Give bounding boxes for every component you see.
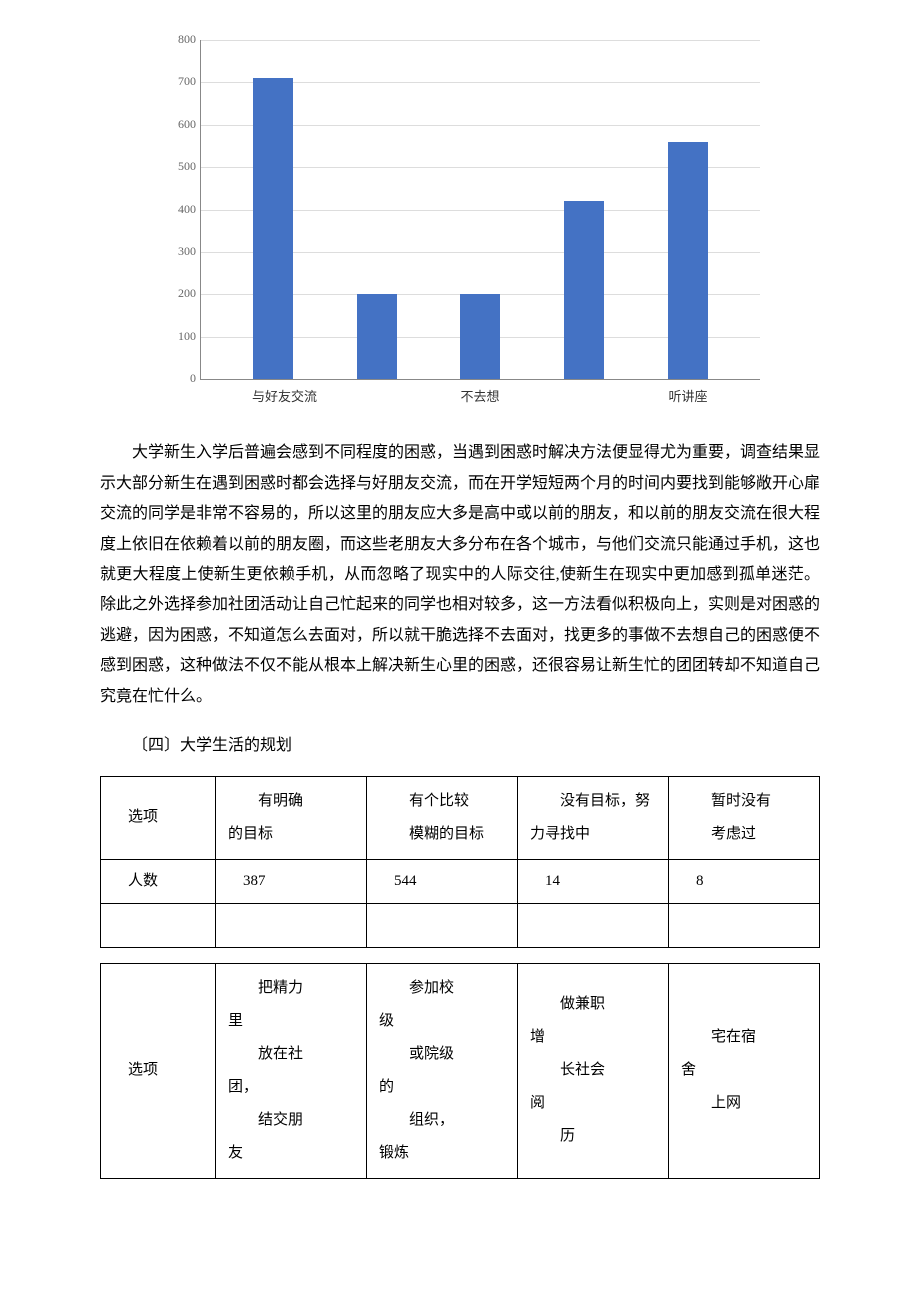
header-cell: 有明确 的目标 — [216, 776, 367, 859]
x-axis-labels: 与好友交流 不去想 听讲座 — [200, 380, 760, 408]
y-tick-label: 700 — [161, 72, 201, 94]
empty-cell — [101, 903, 216, 947]
table-activities: 选项 把精力 里 放在社 团， 结交朋 友 参加校 级 或院级 的 组织， 锻炼… — [100, 963, 820, 1179]
empty-cell — [216, 903, 367, 947]
table-row — [101, 903, 820, 947]
table-row: 选项 有明确 的目标 有个比较 模糊的目标 没有目标，努力寻找中 暂时没有 考虑… — [101, 776, 820, 859]
bar-chart: 0100200300400500600700800 — [200, 40, 760, 380]
table-row: 选项 把精力 里 放在社 团， 结交朋 友 参加校 级 或院级 的 组织， 锻炼… — [101, 963, 820, 1178]
header-cell: 有个比较 模糊的目标 — [367, 776, 518, 859]
value-cell: 8 — [668, 859, 819, 903]
header-cell: 参加校 级 或院级 的 组织， 锻炼 — [367, 963, 518, 1178]
table-row: 人数 387 544 14 8 — [101, 859, 820, 903]
value-cell: 544 — [367, 859, 518, 903]
value-cell: 387 — [216, 859, 367, 903]
bars-area — [201, 40, 760, 379]
bar — [668, 142, 708, 379]
chart-container: 0100200300400500600700800 与好友交流 不去想 听讲座 — [160, 40, 760, 408]
header-cell: 选项 — [101, 776, 216, 859]
y-tick-label: 600 — [161, 114, 201, 136]
empty-cell — [518, 903, 669, 947]
y-tick-label: 0 — [161, 368, 201, 390]
value-cell: 14 — [518, 859, 669, 903]
x-tick-label — [564, 385, 604, 408]
bar — [253, 78, 293, 379]
y-tick-label: 300 — [161, 241, 201, 263]
empty-cell — [367, 903, 518, 947]
y-tick-label: 800 — [161, 29, 201, 51]
y-axis: 0100200300400500600700800 — [161, 40, 201, 379]
bar — [460, 294, 500, 379]
header-cell: 选项 — [101, 963, 216, 1178]
x-tick-label: 听讲座 — [668, 385, 708, 408]
x-tick-label: 与好友交流 — [252, 385, 292, 408]
x-tick-label — [356, 385, 396, 408]
header-cell: 做兼职 增 长社会 阅 历 — [518, 963, 669, 1178]
y-tick-label: 200 — [161, 283, 201, 305]
bar — [564, 201, 604, 379]
body-paragraph: 大学新生入学后普遍会感到不同程度的困惑，当遇到困惑时解决方法便显得尤为重要，调查… — [100, 438, 820, 712]
empty-cell — [668, 903, 819, 947]
x-tick-label: 不去想 — [460, 385, 500, 408]
header-cell: 暂时没有 考虑过 — [668, 776, 819, 859]
header-cell: 把精力 里 放在社 团， 结交朋 友 — [216, 963, 367, 1178]
section-title: 〔四〕大学生活的规划 — [100, 732, 820, 761]
row-label-cell: 人数 — [101, 859, 216, 903]
y-tick-label: 500 — [161, 156, 201, 178]
y-tick-label: 400 — [161, 199, 201, 221]
y-tick-label: 100 — [161, 326, 201, 348]
header-cell: 没有目标，努力寻找中 — [518, 776, 669, 859]
table-goals: 选项 有明确 的目标 有个比较 模糊的目标 没有目标，努力寻找中 暂时没有 考虑… — [100, 776, 820, 948]
bar — [357, 294, 397, 379]
header-cell: 宅在宿 舍 上网 — [668, 963, 819, 1178]
